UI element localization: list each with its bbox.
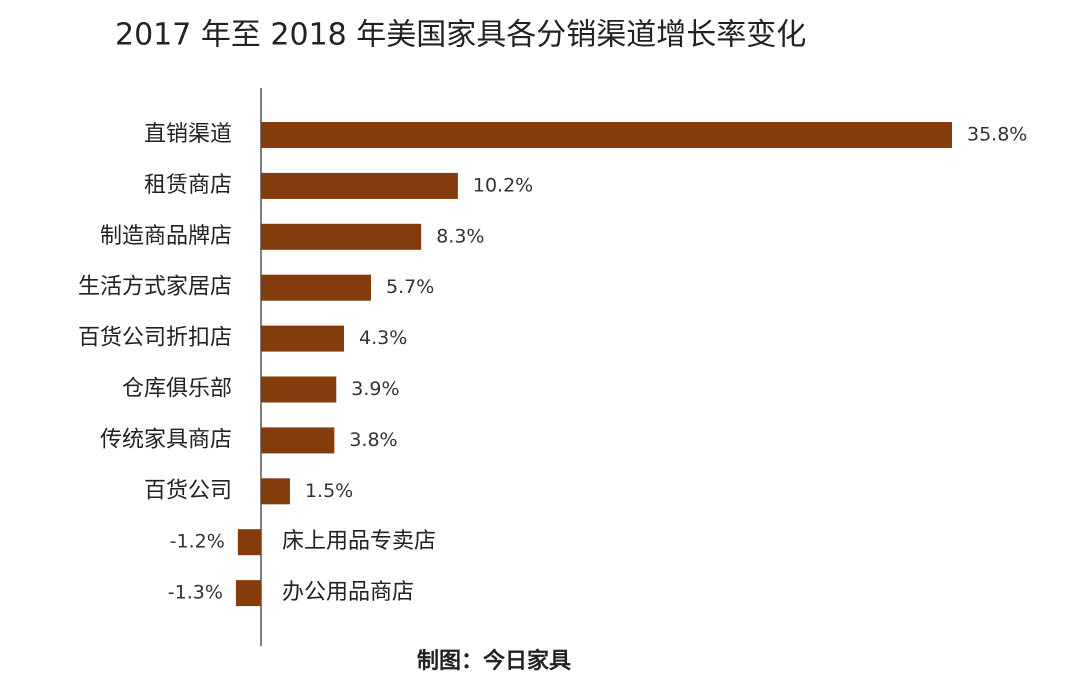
value-label: 3.8% <box>349 429 397 451</box>
value-label: -1.2% <box>170 531 225 553</box>
bar <box>261 325 344 352</box>
category-label: 直销渠道 <box>144 122 232 147</box>
value-label: 35.8% <box>967 124 1027 146</box>
category-label: 制造商品牌店 <box>100 224 232 249</box>
value-label: 4.3% <box>359 327 407 349</box>
bar <box>261 122 952 148</box>
category-label: 百货公司 <box>144 478 232 503</box>
value-label: 5.7% <box>386 276 434 298</box>
source-note: 制图：今日家具 <box>417 648 571 674</box>
bar <box>261 274 372 301</box>
category-label: 仓库俱乐部 <box>122 377 232 402</box>
category-label: 办公用品商店 <box>282 580 414 605</box>
category-label: 生活方式家居店 <box>78 275 232 300</box>
value-label: 1.5% <box>305 480 353 502</box>
bar <box>261 172 458 199</box>
bar <box>237 529 261 556</box>
bar <box>261 427 335 454</box>
category-label: 百货公司折扣店 <box>78 326 232 351</box>
value-label: 10.2% <box>473 174 533 196</box>
bar <box>261 223 422 250</box>
chart-title: 2017 年至 2018 年美国家具各分销渠道增长率变化 <box>115 18 806 53</box>
value-label: 8.3% <box>436 225 484 247</box>
bar <box>261 478 290 505</box>
category-label: 传统家具商店 <box>100 427 232 452</box>
bar <box>235 580 261 607</box>
category-label: 租赁商店 <box>144 173 232 198</box>
value-label: 3.9% <box>351 378 399 400</box>
bar <box>261 376 337 403</box>
category-label: 床上用品专卖店 <box>282 529 436 554</box>
value-label: -1.3% <box>168 582 223 604</box>
